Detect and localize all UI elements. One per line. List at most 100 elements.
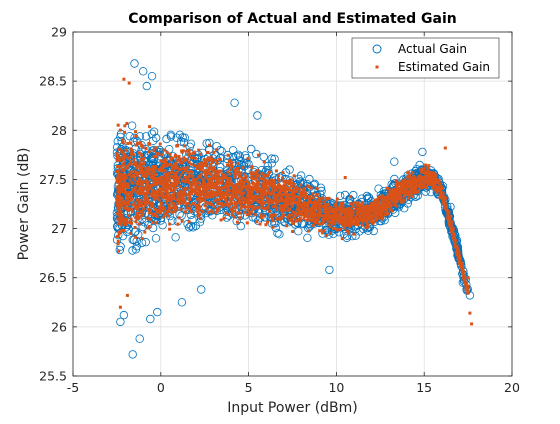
data-point [230,98,239,107]
data-point [116,222,120,225]
data-point [316,218,320,222]
data-point [151,165,155,169]
data-point [252,171,256,175]
data-point [188,207,192,211]
data-point [304,194,308,198]
data-point [132,153,136,157]
data-point [301,189,305,193]
data-point [125,293,129,297]
data-point [227,163,231,167]
data-point [209,155,213,159]
data-point [376,197,380,201]
data-point [205,170,209,174]
data-point [288,208,291,212]
data-point [127,173,131,177]
data-point [339,202,343,205]
data-point [240,180,244,184]
data-point [322,205,326,209]
data-point [228,159,232,163]
data-point [166,185,170,189]
data-point [175,165,179,169]
data-point [147,225,151,228]
data-point [166,163,170,167]
data-point [354,217,358,221]
data-point [231,165,234,169]
data-point [207,166,211,170]
data-point [126,191,130,195]
data-point [395,181,399,185]
data-point [202,157,206,161]
data-point [156,177,160,181]
data-point [138,215,142,219]
data-point [190,182,194,186]
data-point [256,200,260,204]
data-point [354,220,358,224]
data-point [253,216,263,225]
data-point [210,190,214,194]
data-point [140,180,144,184]
data-point [238,202,242,206]
data-point [135,198,139,202]
data-point [256,205,260,209]
data-point [237,200,241,204]
data-point [126,182,130,186]
data-point [293,216,296,220]
data-point [202,139,211,148]
data-point [379,204,383,208]
data-point [146,189,150,193]
data-point [295,218,299,222]
data-point [259,187,263,191]
data-point [266,200,270,204]
data-point [137,151,141,155]
data-point [196,193,200,196]
data-point [421,183,425,187]
data-point [233,209,237,213]
data-point [301,209,305,213]
data-point [326,207,330,211]
data-point [297,201,301,204]
data-point [260,172,264,176]
data-point [230,181,234,185]
data-point [136,217,140,220]
data-point [279,186,282,190]
data-point [172,175,176,179]
data-point [182,187,186,191]
data-point [188,152,192,156]
data-point [121,141,125,145]
data-point [209,194,213,198]
data-point [215,193,219,197]
data-point [370,220,373,224]
data-point [130,149,134,153]
data-point [228,202,232,206]
data-point [117,194,121,198]
data-point [166,214,170,218]
data-point [148,136,158,145]
data-point [282,213,286,217]
data-point [127,186,131,189]
data-point [364,207,368,211]
data-point [381,203,385,206]
data-point [449,214,453,218]
data-point [179,159,183,163]
data-point [355,223,359,227]
data-point [334,211,338,215]
data-point [186,178,190,182]
data-point [133,225,137,229]
data-point [197,148,201,152]
data-point [213,199,217,203]
data-point [203,192,207,196]
data-point [267,201,271,205]
data-point [179,201,183,205]
data-point [201,210,205,213]
data-point [188,183,192,187]
data-point [368,210,372,214]
data-point [243,204,246,208]
data-point [398,181,402,185]
data-point [179,196,183,200]
data-point [416,175,420,179]
data-point [172,197,175,201]
data-point [263,214,266,218]
data-point [136,173,139,177]
data-point [461,273,465,277]
data-point [277,183,281,187]
